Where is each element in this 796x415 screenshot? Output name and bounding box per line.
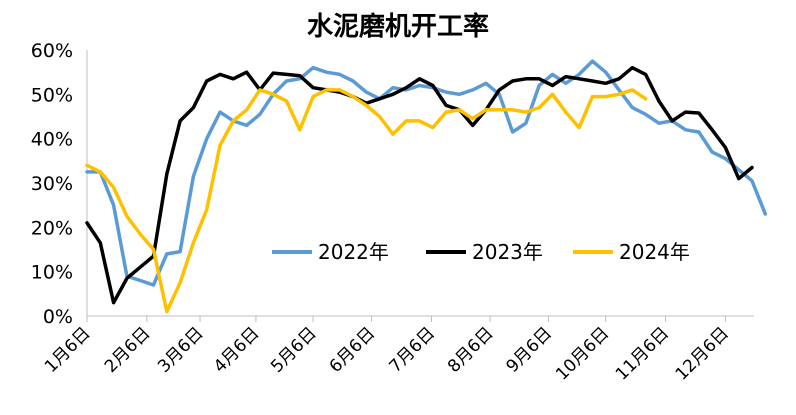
x-tick-label: 10月6日 [552, 323, 613, 384]
series-line-2 [85, 88, 648, 314]
x-tick-label: 5月6日 [267, 323, 320, 376]
y-tick-label: 60% [31, 40, 73, 62]
series-line-1 [85, 65, 754, 305]
y-tick-label: 50% [31, 84, 73, 106]
legend-label: 2024年 [619, 240, 690, 264]
x-tick-label: 4月6日 [210, 323, 263, 376]
y-tick-label: 0% [43, 306, 73, 328]
x-tick-label: 6月6日 [326, 323, 379, 376]
legend-label: 2023年 [472, 240, 543, 264]
x-tick-label: 8月6日 [444, 323, 497, 376]
x-tick-label: 2月6日 [101, 323, 154, 376]
y-tick-label: 40% [31, 129, 73, 151]
y-tick-label: 10% [31, 262, 73, 284]
legend-label: 2022年 [318, 240, 389, 264]
x-tick-label: 12月6日 [672, 323, 733, 384]
y-tick-label: 20% [31, 217, 73, 239]
x-tick-label: 11月6日 [612, 323, 673, 384]
x-tick-label: 1月6日 [41, 323, 94, 376]
x-tick-label: 9月6日 [503, 323, 556, 376]
chart-title: 水泥磨机开工率 [306, 12, 489, 42]
series-line-0 [85, 59, 768, 287]
x-tick-label: 3月6日 [154, 323, 207, 376]
x-tick-label: 7月6日 [386, 323, 439, 376]
y-tick-label: 30% [31, 173, 73, 195]
